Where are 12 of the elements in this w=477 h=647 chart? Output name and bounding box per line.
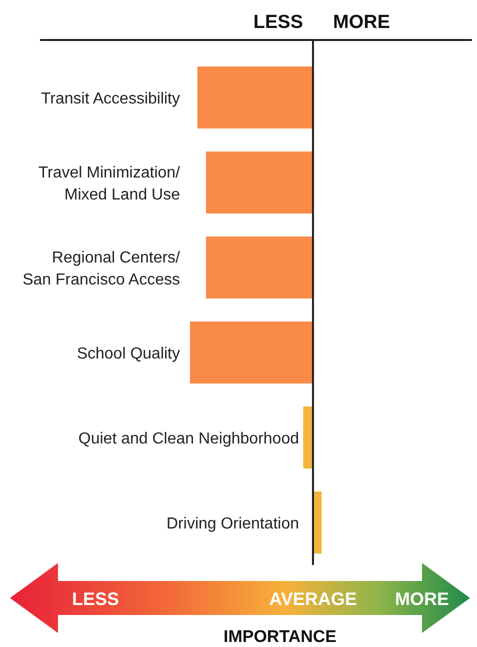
y-tick-label: School Quality <box>76 346 180 362</box>
y-tick-label: Driving Orientation <box>166 516 299 532</box>
text: AVERAGE <box>269 589 357 609</box>
text: MORE <box>395 589 449 609</box>
y-tick-label: Regional Centers/ San Francisco Access <box>22 250 181 288</box>
text: MORE <box>333 12 390 33</box>
text: LESS <box>253 12 303 33</box>
y-tick-label: Quiet and Clean Neighborhood <box>78 430 299 448</box>
x-axis-title: IMPORTANCE <box>223 627 337 646</box>
y-tick-label: Travel Minimization/ Mixed Land Use <box>38 164 181 204</box>
text: LESS <box>72 589 120 609</box>
y-tick-label: Transit Accessibility <box>41 90 180 108</box>
